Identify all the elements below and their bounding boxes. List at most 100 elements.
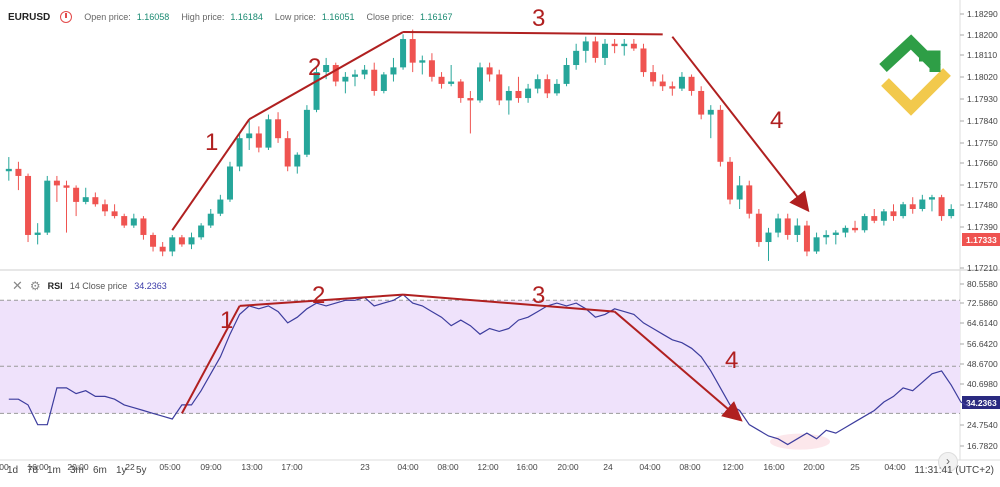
candle-body [380, 74, 387, 91]
candle-body [707, 109, 714, 115]
candle-body [467, 98, 474, 101]
candle-body [140, 218, 147, 235]
candle-body [765, 232, 772, 243]
candle-body [928, 197, 935, 200]
rsi-trend-line [402, 293, 615, 313]
candle-body [178, 237, 185, 245]
candle-body [659, 81, 666, 87]
candle-body [938, 197, 945, 217]
candle-body [438, 76, 445, 84]
candle-body [428, 60, 435, 77]
wave-label: 2 [308, 54, 321, 81]
close-icon[interactable]: ✕ [12, 278, 23, 293]
rsi-tick-label: 40.6980 [967, 379, 998, 389]
price-tick-label: 1.17570 [967, 180, 998, 190]
candle-body [736, 185, 743, 200]
high-label: High price: [181, 12, 225, 22]
wave-label: 3 [532, 5, 545, 32]
candle-body [323, 65, 330, 73]
symbol-label: EURUSD [8, 11, 51, 23]
candle-body [150, 234, 157, 247]
candle-body [803, 225, 810, 252]
candle-body [5, 168, 12, 172]
candle-body [909, 204, 916, 209]
candle-body [534, 79, 541, 89]
candle-body [602, 43, 609, 58]
candle-body [611, 43, 618, 47]
last-price-badge [962, 233, 1000, 246]
candle-body [496, 74, 503, 101]
candle-body [813, 237, 820, 252]
price-tick-label: 1.18110 [967, 50, 997, 60]
rsi-tick-label: 64.6140 [967, 318, 998, 328]
candle-body [198, 225, 205, 238]
candle-body [294, 154, 301, 167]
candle-body [313, 72, 320, 110]
candle-body [121, 216, 128, 226]
candle-body [880, 211, 887, 221]
rsi-tick-label: 80.5580 [967, 279, 998, 289]
clock-icon[interactable] [60, 11, 73, 23]
candle-body [573, 50, 580, 66]
time-tick-label: 12:00 [477, 462, 499, 472]
candle-body [525, 88, 532, 99]
time-tick-label: 04:00 [639, 462, 661, 472]
rsi-trend-line [239, 293, 404, 307]
candle-body [688, 76, 695, 91]
timeframe-button-3m[interactable]: 3m [70, 465, 84, 476]
price-tick-label: 1.17480 [967, 200, 998, 210]
timeframe-button-1m[interactable]: 1m [47, 465, 61, 476]
close-label: Close price: [366, 12, 414, 22]
candle-body [823, 234, 830, 238]
candle-body [477, 67, 483, 101]
timeframe-button-6m[interactable]: 6m [93, 465, 107, 476]
candle-body [255, 133, 262, 148]
candle-body [544, 79, 551, 94]
rsi-wave-label: 3 [532, 282, 545, 309]
timeframe-button-1d[interactable]: 1d [7, 465, 19, 476]
rsi-tick-label: 24.7540 [967, 420, 998, 430]
gear-icon[interactable]: ⚙ [29, 279, 41, 293]
candle-body [73, 187, 80, 202]
candle-body [246, 133, 253, 139]
price-trend-line [248, 31, 404, 121]
candle-body [265, 119, 272, 148]
timeframe-button-7d[interactable]: 7d [27, 465, 39, 476]
brand-logo [879, 34, 951, 116]
candle-body [678, 76, 685, 89]
rsi-tick-label: 16.7820 [967, 441, 998, 451]
close-value: 1.16167 [420, 12, 453, 22]
wave-label: 4 [770, 107, 783, 134]
rsi-wave-label: 1 [220, 307, 233, 334]
candle-body [111, 211, 118, 217]
candle-body [409, 39, 416, 63]
time-tick-label: 22 [125, 462, 135, 472]
candle-body [640, 48, 647, 73]
time-tick-label: 16:00 [27, 462, 49, 472]
time-tick-label: 08:00 [437, 462, 459, 472]
open-label: Open price: [84, 12, 131, 22]
price-tick-label: 1.18290 [967, 9, 998, 19]
rsi-value: 34.2363 [134, 281, 167, 291]
candle-body [82, 197, 89, 202]
rsi-line [8, 293, 971, 446]
candle-body [44, 180, 51, 233]
low-label: Low price: [274, 12, 316, 22]
candle-body [650, 72, 657, 82]
candle-body [861, 216, 868, 231]
rsi-badge-text: 34.2363 [966, 398, 997, 408]
timeframe-button-1y[interactable]: 1y [116, 465, 127, 476]
scroll-to-realtime-button[interactable]: › [938, 452, 958, 472]
candle-body [303, 109, 310, 155]
candle-body [15, 168, 22, 176]
wave-label: 1 [205, 129, 218, 156]
candle-body [852, 227, 859, 231]
candle-body [794, 225, 801, 235]
candle-body [698, 90, 705, 115]
last-price-badge-text: 1.17333 [966, 235, 997, 245]
price-trend-line [171, 118, 251, 231]
candle-body [400, 39, 407, 68]
timeframe-button-5y[interactable]: 5y [136, 465, 147, 476]
